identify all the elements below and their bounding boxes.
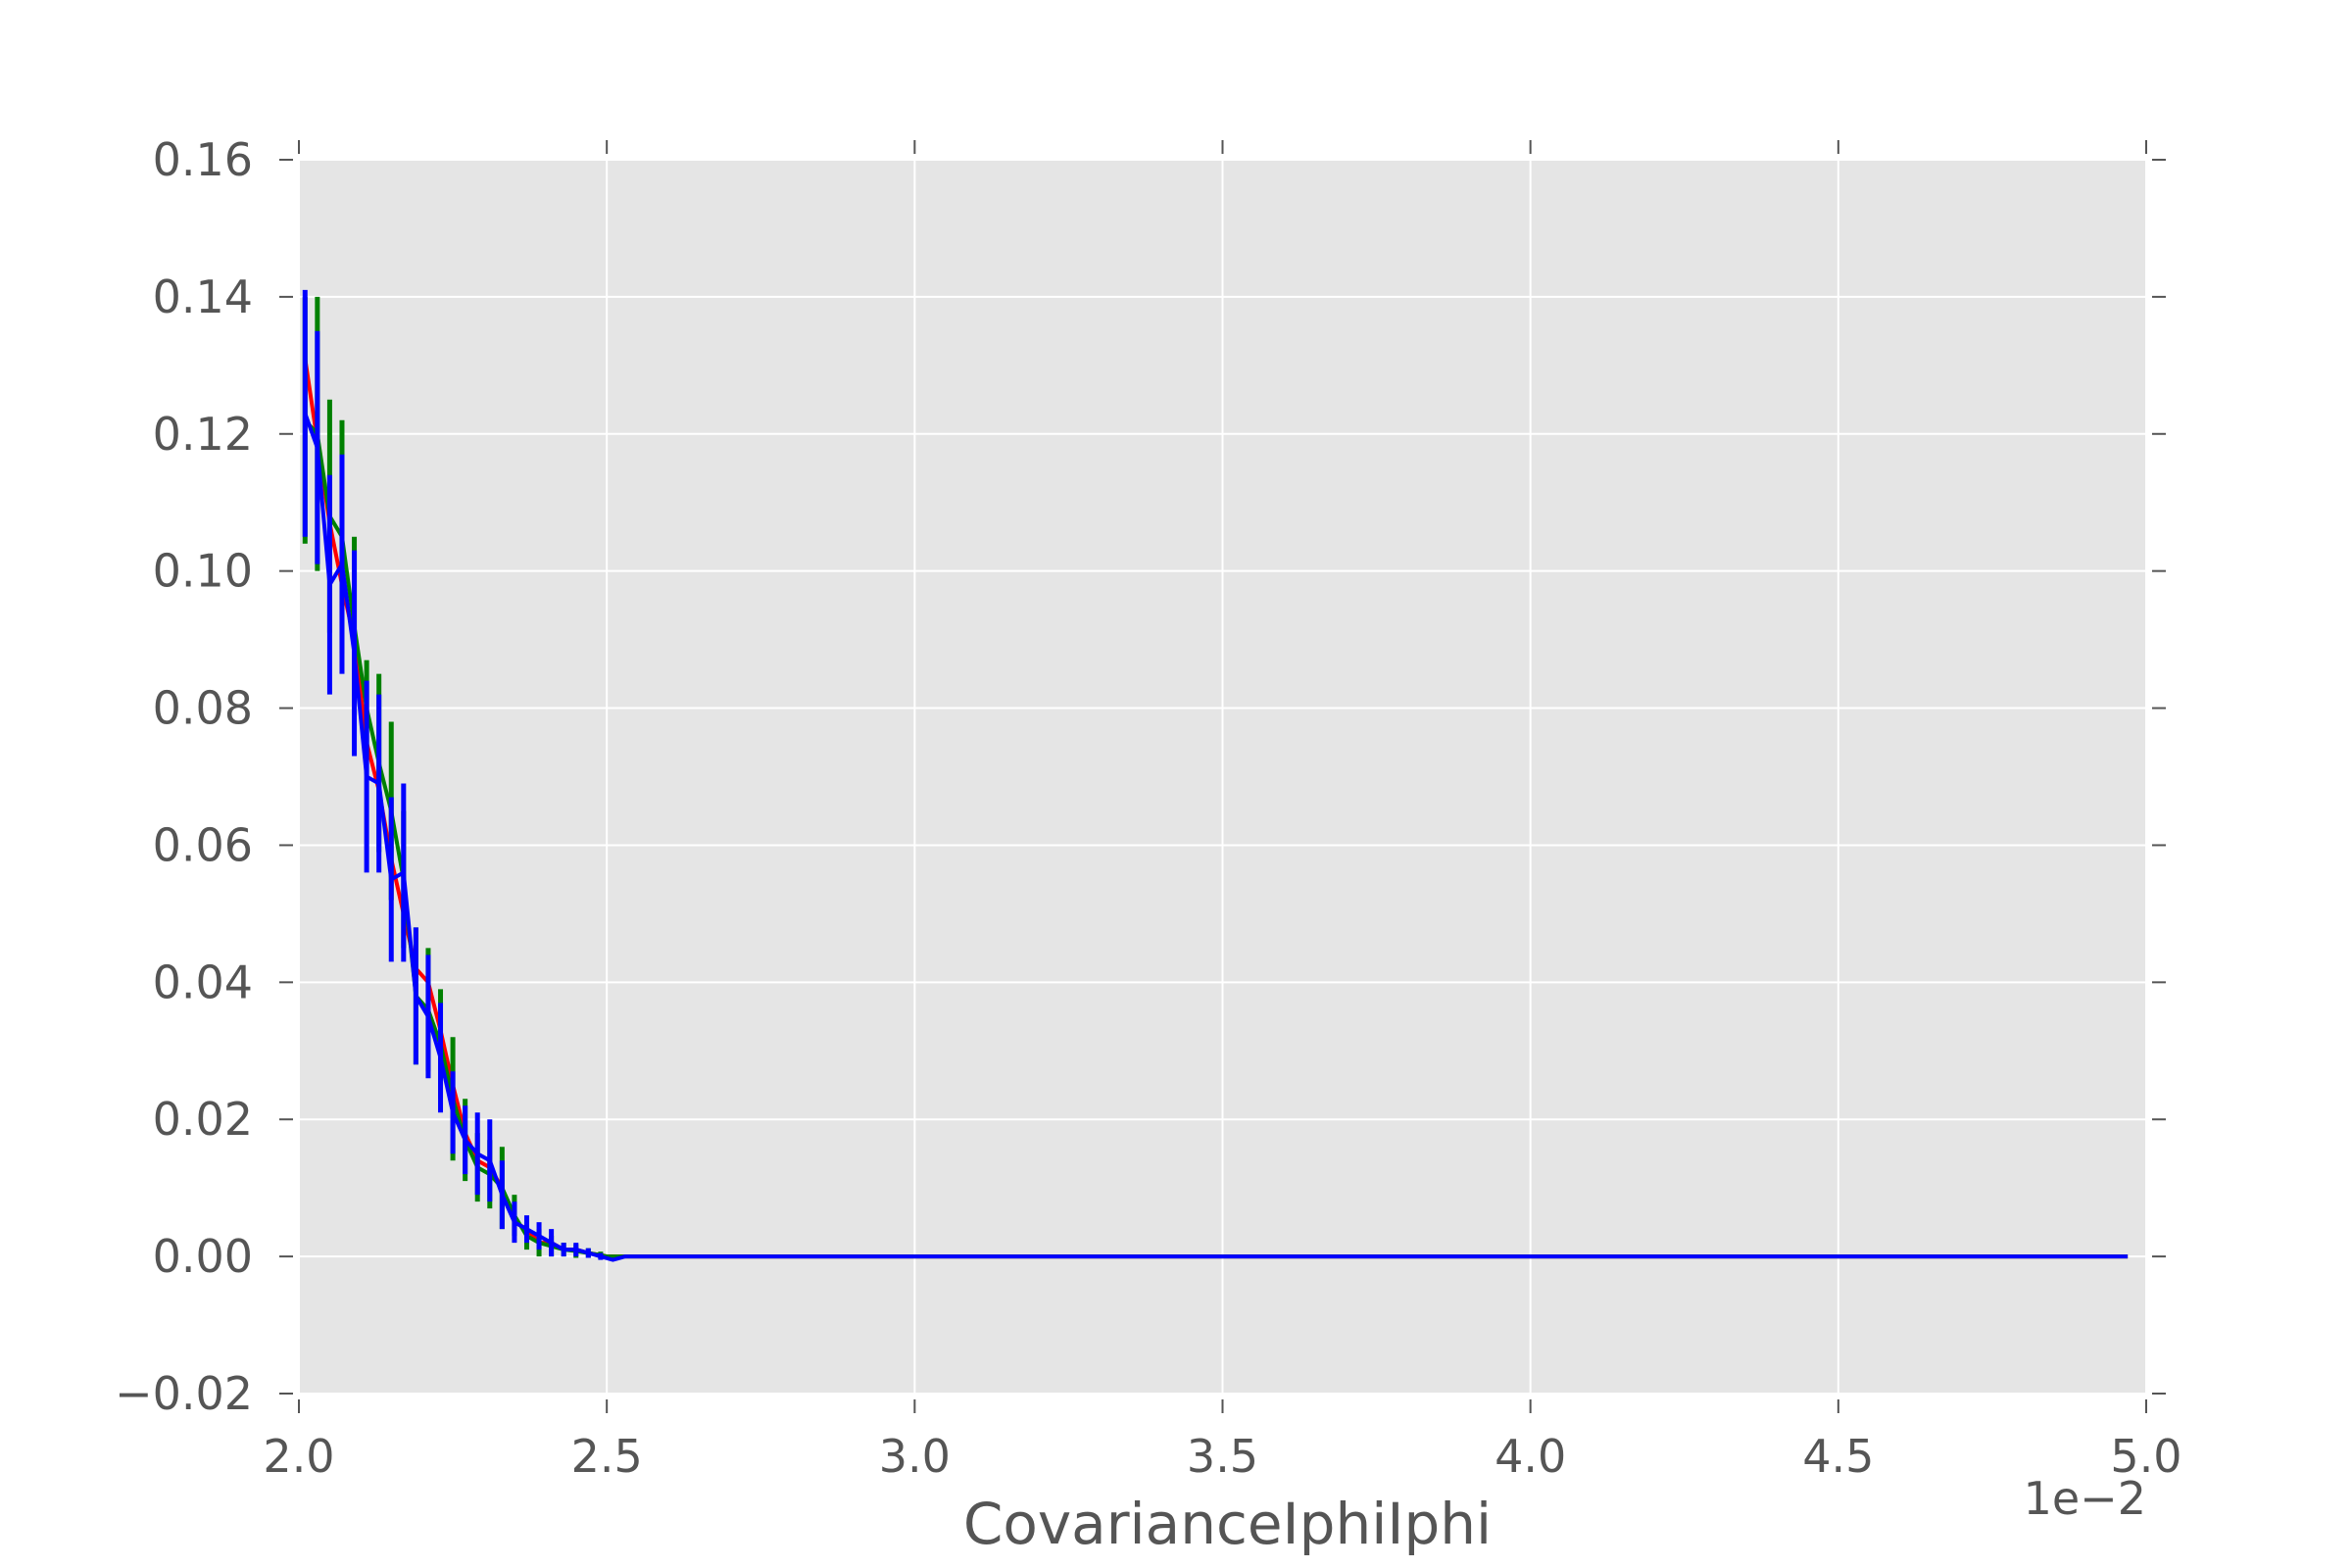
x-tick-label: 2.5 [571, 1430, 643, 1483]
x-axis-offset-label: 1e−2 [2024, 1472, 2146, 1525]
y-tick-label: −0.02 [115, 1367, 253, 1420]
x-tick-label: 4.5 [1802, 1430, 1874, 1483]
series-3 [302, 289, 2129, 1262]
y-tick-label: 0.14 [153, 270, 253, 323]
series-group [302, 289, 2129, 1262]
y-tick-label: 0.12 [153, 408, 253, 461]
x-tick-label: 4.0 [1494, 1430, 1566, 1483]
x-tick-label: 5.0 [2110, 1430, 2181, 1483]
y-tick-label: 0.02 [153, 1093, 253, 1146]
y-tick-label: 0.06 [153, 818, 253, 871]
x-tick-label: 3.0 [879, 1430, 951, 1483]
x-axis-label: CovarianceIphiIphi [963, 1491, 1492, 1557]
tick-marks [279, 140, 2166, 1413]
x-tick-label: 2.0 [263, 1430, 334, 1483]
y-tick-label: 0.08 [153, 682, 253, 735]
y-tick-label: 0.00 [153, 1230, 253, 1283]
tick-labels: 2.0 2.5 3.0 3.5 4.0 4.5 5.0 −0.02 0.00 0.02 0.04 0.… [115, 133, 2182, 1483]
y-tick-label: 0.10 [153, 545, 253, 598]
y-tick-label: 0.16 [153, 133, 253, 186]
x-tick-label: 3.5 [1187, 1430, 1258, 1483]
series-line [303, 413, 2129, 1262]
y-tick-label: 0.04 [153, 956, 253, 1008]
